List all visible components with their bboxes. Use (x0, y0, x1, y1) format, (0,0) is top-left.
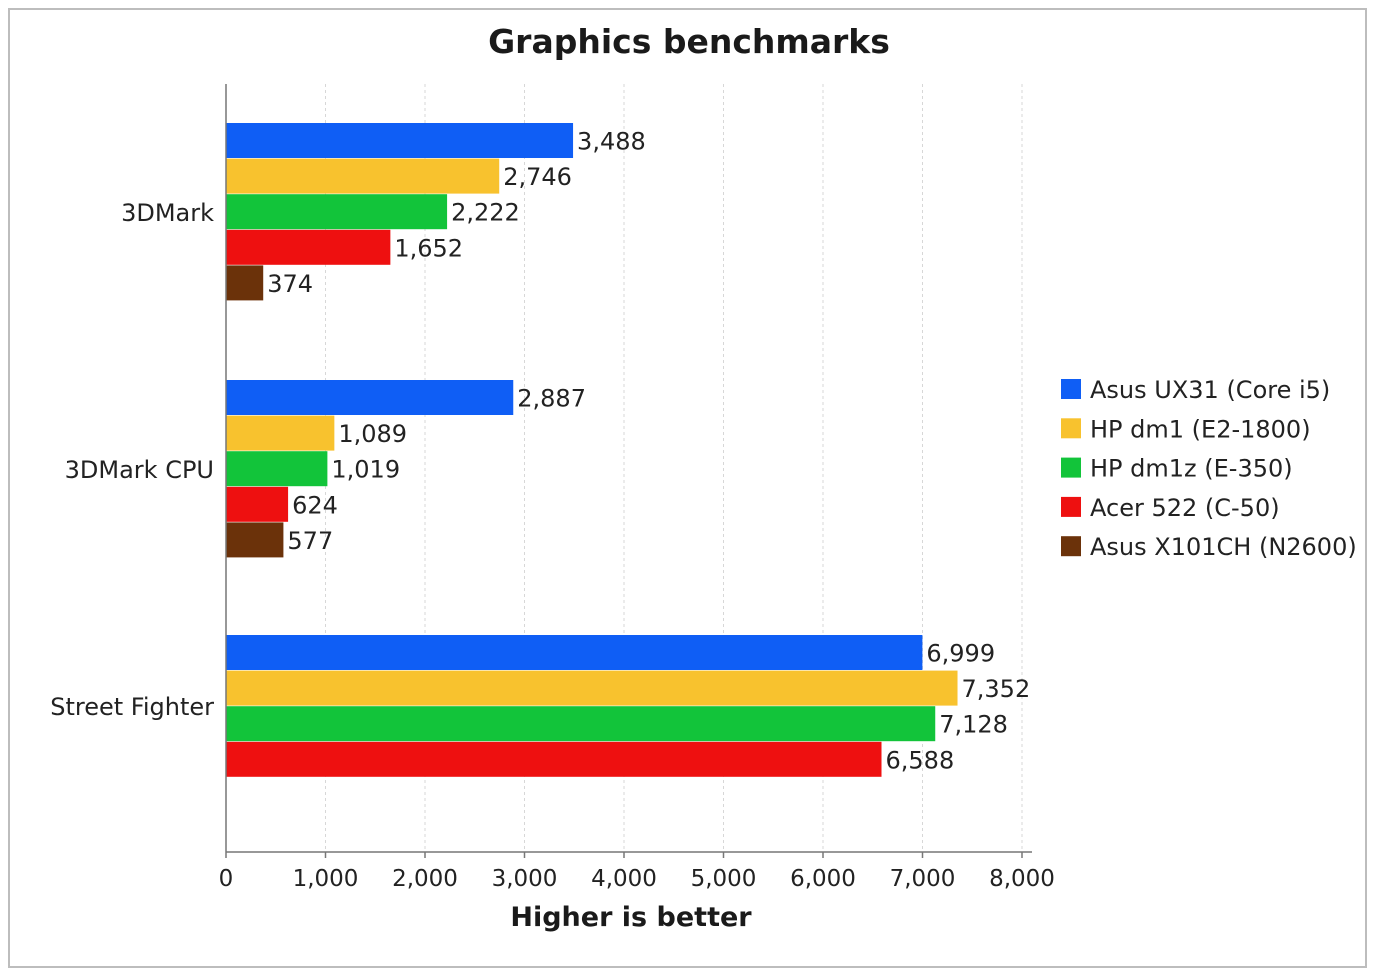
x-tick-label: 0 (219, 866, 234, 892)
category-label: 3DMark (121, 199, 214, 227)
x-tick-label: 1,000 (293, 866, 359, 892)
data-label: 6,999 (926, 640, 995, 668)
bar (226, 380, 514, 415)
bar (226, 265, 264, 301)
bar (226, 670, 958, 706)
x-axis-label: Higher is better (510, 902, 752, 933)
legend-label: Acer 522 (C-50) (1090, 494, 1280, 522)
data-label: 1,019 (331, 456, 400, 484)
bar (226, 635, 923, 670)
data-label: 2,222 (451, 199, 520, 227)
legend-label: Asus UX31 (Core i5) (1090, 376, 1330, 404)
data-label: 577 (287, 527, 333, 555)
x-tick-label: 3,000 (492, 866, 558, 892)
category-label: 3DMark CPU (65, 456, 214, 484)
bar (226, 194, 448, 230)
bar (226, 229, 391, 265)
data-label: 2,887 (517, 385, 586, 413)
chart-title: Graphics benchmarks (488, 22, 890, 61)
data-label: 374 (267, 270, 313, 298)
legend-swatch (1061, 457, 1081, 478)
bar (226, 158, 500, 194)
bar (226, 741, 882, 777)
bar (226, 706, 936, 742)
data-label: 1,089 (338, 420, 407, 448)
data-label: 7,352 (962, 675, 1031, 703)
legend-swatch (1061, 496, 1081, 517)
legend-label: HP dm1z (E-350) (1090, 455, 1293, 483)
data-label: 2,746 (503, 163, 572, 191)
x-tick-label: 4,000 (591, 866, 657, 892)
data-label: 1,652 (394, 234, 463, 262)
x-tick-label: 5,000 (691, 866, 757, 892)
legend-swatch (1061, 418, 1081, 439)
bar (226, 486, 289, 522)
x-tick-label: 2,000 (392, 866, 458, 892)
x-tick-label: 7,000 (890, 866, 956, 892)
data-label: 624 (292, 491, 338, 519)
bar (226, 123, 574, 158)
data-label: 7,128 (939, 711, 1008, 739)
data-label: 6,588 (886, 746, 955, 774)
legend-label: HP dm1 (E2-1800) (1090, 415, 1311, 443)
legend: Asus UX31 (Core i5) HP dm1 (E2-1800) HP dm… (1061, 376, 1357, 561)
axes: 3DMark 3DMark CPU Street Fighter 0 1,000 2,00… (50, 84, 1055, 892)
x-tick-label: 6,000 (790, 866, 856, 892)
legend-label: Asus X101CH (N2600) (1090, 533, 1357, 561)
bar (226, 451, 328, 487)
legend-swatch (1061, 536, 1081, 557)
bar (226, 522, 284, 558)
bar (226, 415, 335, 451)
data-label: 3,488 (577, 128, 646, 156)
x-tick-label: 8,000 (989, 866, 1055, 892)
legend-swatch (1061, 379, 1081, 399)
category-label: Street Fighter (50, 693, 214, 721)
